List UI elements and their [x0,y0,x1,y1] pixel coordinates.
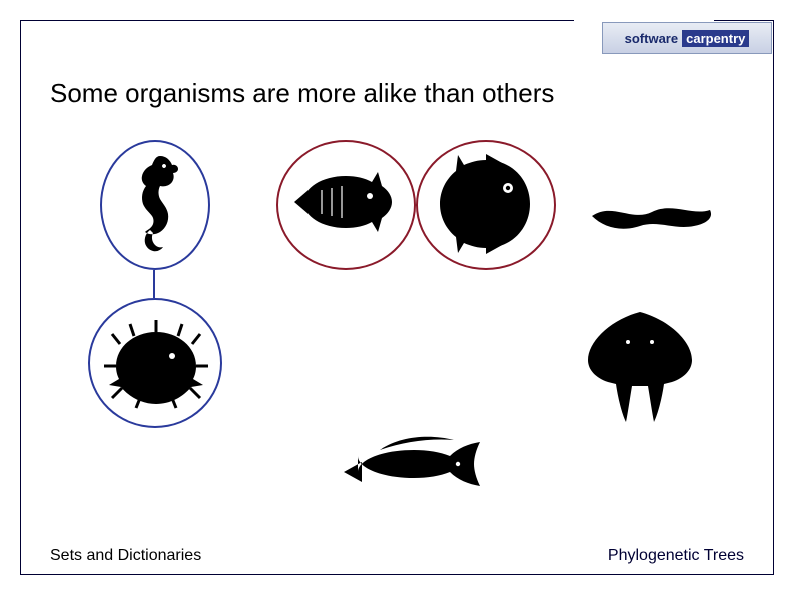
footer-left: Sets and Dictionaries [50,547,201,565]
frame-top [80,20,574,21]
footer-right: Phylogenetic Trees [608,547,744,565]
frame-corner [20,20,80,21]
seahorse-icon [120,152,192,258]
frame-right [773,80,774,515]
frame-corner [714,574,774,575]
logo-word-2: carpentry [682,30,749,47]
frame-corner [773,20,774,80]
connector [153,270,155,298]
diagram-stage [40,120,754,525]
fish1-icon [292,166,402,238]
frame-bottom [80,574,714,575]
slide-title: Some organisms are more alike than other… [50,78,554,109]
ray-icon [580,306,700,426]
frame-left [20,80,21,515]
connector [416,204,418,206]
fish2-icon [436,152,538,256]
frame-corner [20,20,21,80]
software-carpentry-logo: software carpentry [602,22,772,54]
eel-icon [588,190,718,230]
frame-corner [20,574,80,575]
frame-corner [714,20,774,21]
frame-corner [20,515,21,575]
logo-word-1: software [625,31,678,46]
mahi-icon [340,432,490,494]
puffer-icon [100,318,212,410]
frame-corner [773,515,774,575]
